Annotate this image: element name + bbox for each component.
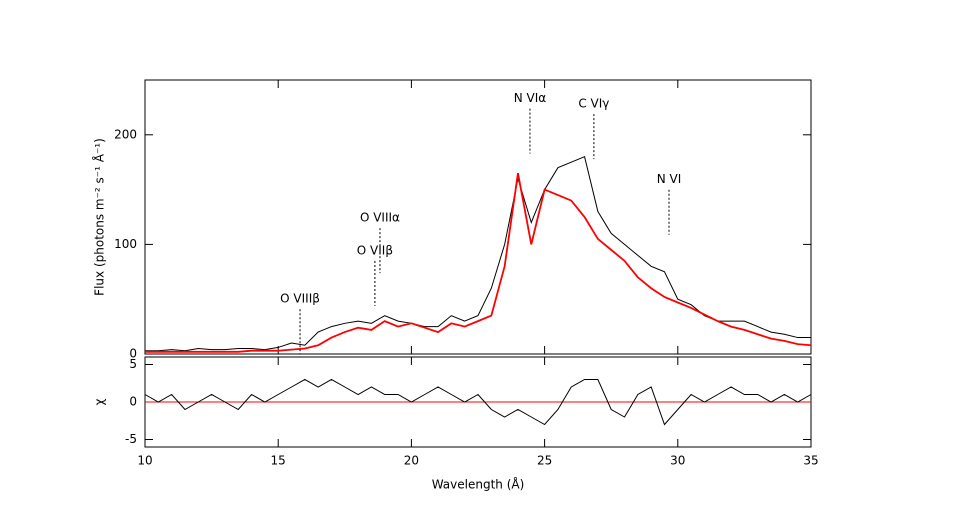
x-tick-label: 35 <box>803 454 818 468</box>
x-axis-label: Wavelength (Å) <box>432 477 525 492</box>
x-tick-label: 25 <box>537 454 552 468</box>
y-tick-label: 0 <box>129 347 137 361</box>
y-tick-label: 200 <box>114 127 137 141</box>
annotation-label: C VIγ <box>578 97 609 111</box>
annotation-label: O VIIIα <box>360 211 400 225</box>
x-tick-label: 20 <box>404 454 419 468</box>
y-tick-label: 5 <box>129 357 137 371</box>
y-axis-label: Flux (photons m⁻² s⁻¹ Å⁻¹) <box>92 138 107 296</box>
x-tick-label: 10 <box>137 454 152 468</box>
annotation-label: O VIIβ <box>357 243 393 257</box>
y-tick-label: 100 <box>114 237 137 251</box>
x-tick-label: 15 <box>271 454 286 468</box>
y-axis-label: χ <box>93 398 107 405</box>
x-tick-label: 30 <box>670 454 685 468</box>
annotation-label: N VI <box>657 172 682 186</box>
plot-frame <box>144 79 812 355</box>
annotation-label: O VIIIβ <box>280 292 320 306</box>
y-tick-label: -5 <box>125 432 137 446</box>
annotation-label: N VIα <box>514 91 547 105</box>
data-line <box>144 378 812 426</box>
y-tick-label: 0 <box>129 395 137 409</box>
data-line <box>145 172 812 353</box>
